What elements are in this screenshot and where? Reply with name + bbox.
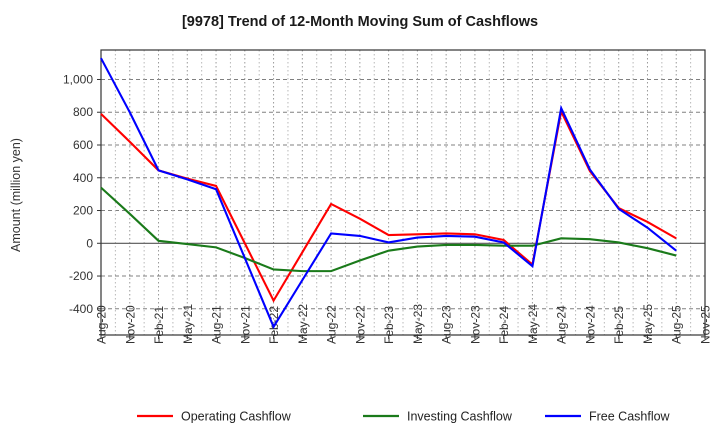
legend-label: Operating Cashflow	[181, 410, 292, 424]
y-tick-labels: -400 -200 0 200 400 600 800 1,000	[63, 72, 93, 315]
plot-frame	[100, 49, 706, 336]
axis-tickmarks	[97, 78, 706, 339]
series-line	[100, 186, 677, 273]
x-tick-label: Aug-22	[325, 305, 339, 344]
x-tick-label: Feb-21	[152, 306, 166, 344]
y-tick-label: -200	[69, 269, 93, 283]
x-tick-label: Nov-22	[353, 305, 367, 344]
x-gridlines	[114, 50, 706, 335]
x-tick-label: May-25	[641, 304, 655, 344]
x-tick-label: Feb-24	[497, 306, 511, 344]
x-tick-labels: Aug-20 Nov-20 Feb-21 May-21 Aug-21 Nov-21 Feb-…	[95, 304, 713, 344]
x-tick-label: May-24	[526, 304, 540, 344]
chart-legend: Operating Cashflow Investing Cashflow Free…	[137, 410, 671, 424]
series-line	[100, 57, 677, 330]
x-tick-label: Aug-25	[670, 305, 684, 344]
y-tick-label: 400	[73, 171, 93, 185]
legend-label: Investing Cashflow	[407, 410, 513, 424]
x-tick-label: Nov-24	[583, 305, 597, 344]
x-tick-label: Nov-21	[238, 305, 252, 344]
y-tick-label: 0	[86, 236, 93, 250]
x-tick-label: Aug-21	[210, 305, 224, 344]
y-tick-label: 600	[73, 138, 93, 152]
x-tick-label: Aug-23	[440, 305, 454, 344]
x-tick-label: Nov-23	[468, 305, 482, 344]
y-tick-label: 200	[73, 204, 93, 218]
x-tick-label: Feb-25	[612, 306, 626, 344]
x-tick-label: Feb-23	[382, 306, 396, 344]
chart-title: [9978] Trend of 12-Month Moving Sum of C…	[181, 14, 539, 30]
x-tick-label: May-23	[411, 304, 425, 344]
x-tick-label: May-21	[181, 304, 195, 344]
x-tick-label: Nov-25	[699, 305, 713, 344]
y-tick-label: 1,000	[63, 72, 93, 86]
x-tick-label: May-22	[296, 304, 310, 344]
x-tick-label: Aug-24	[555, 305, 569, 344]
x-tick-label: Nov-20	[123, 305, 137, 344]
y-tick-label: -400	[69, 302, 93, 316]
series-lines	[100, 57, 677, 330]
x-tick-label: Aug-20	[95, 305, 109, 344]
legend-label: Free Cashflow	[589, 410, 671, 424]
y-axis-title: Amount (million yen)	[9, 138, 23, 252]
y-tick-label: 800	[73, 105, 93, 119]
